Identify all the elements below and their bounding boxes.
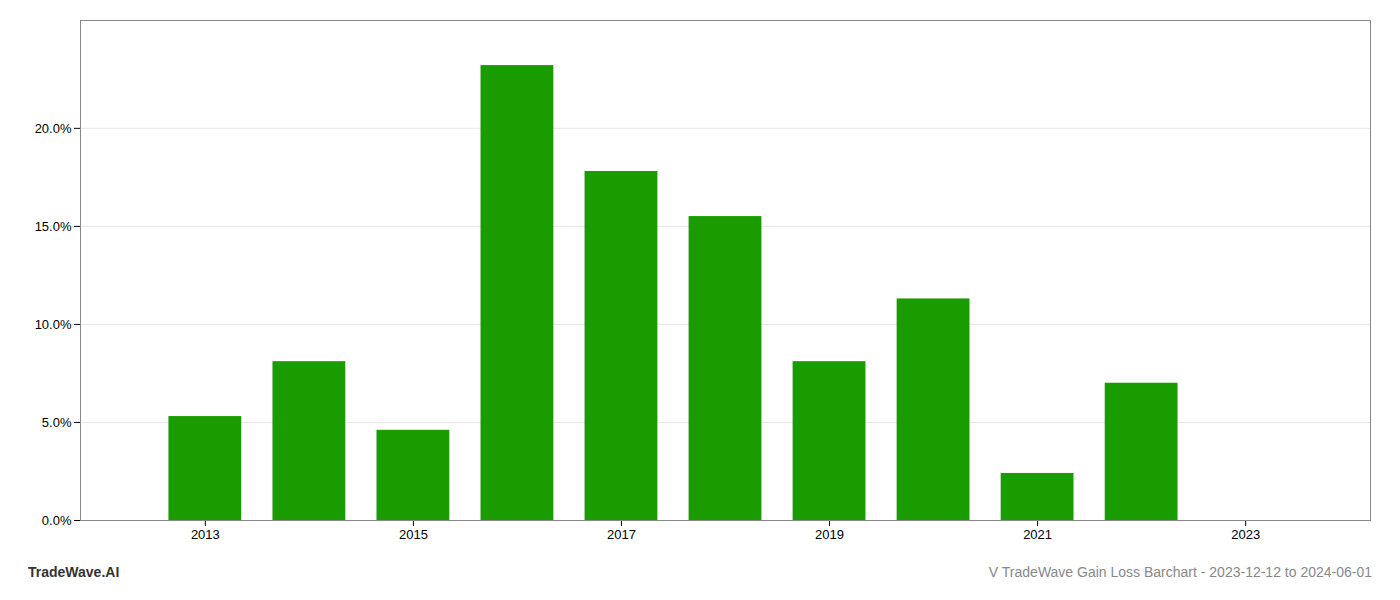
svg-text:10.0%: 10.0% xyxy=(35,317,72,332)
svg-text:2019: 2019 xyxy=(815,527,844,542)
svg-text:15.0%: 15.0% xyxy=(35,219,72,234)
svg-text:20.0%: 20.0% xyxy=(35,121,72,136)
svg-text:2013: 2013 xyxy=(191,527,220,542)
svg-text:5.0%: 5.0% xyxy=(42,415,72,430)
svg-text:2017: 2017 xyxy=(607,527,636,542)
svg-text:2015: 2015 xyxy=(399,527,428,542)
svg-text:2023: 2023 xyxy=(1231,527,1260,542)
html-text:TradeWave.AI: TradeWave.AI xyxy=(28,564,120,580)
svg-text:2021: 2021 xyxy=(1023,527,1052,542)
html-text:V TradeWave Gain Loss Barchart: V TradeWave Gain Loss Barchart - 2023-12… xyxy=(988,564,1372,580)
svg-text:0.0%: 0.0% xyxy=(42,513,72,528)
